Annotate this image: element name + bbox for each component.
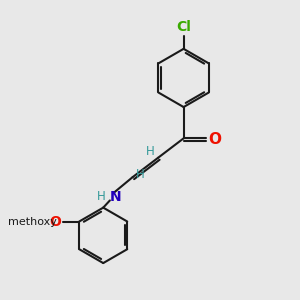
Text: N: N [110, 190, 122, 204]
Text: H: H [136, 168, 145, 182]
Text: H: H [146, 145, 155, 158]
Text: H: H [97, 190, 106, 203]
Text: O: O [49, 214, 61, 229]
Text: methoxy: methoxy [8, 217, 57, 226]
Text: O: O [208, 132, 221, 147]
Text: Cl: Cl [176, 20, 191, 34]
